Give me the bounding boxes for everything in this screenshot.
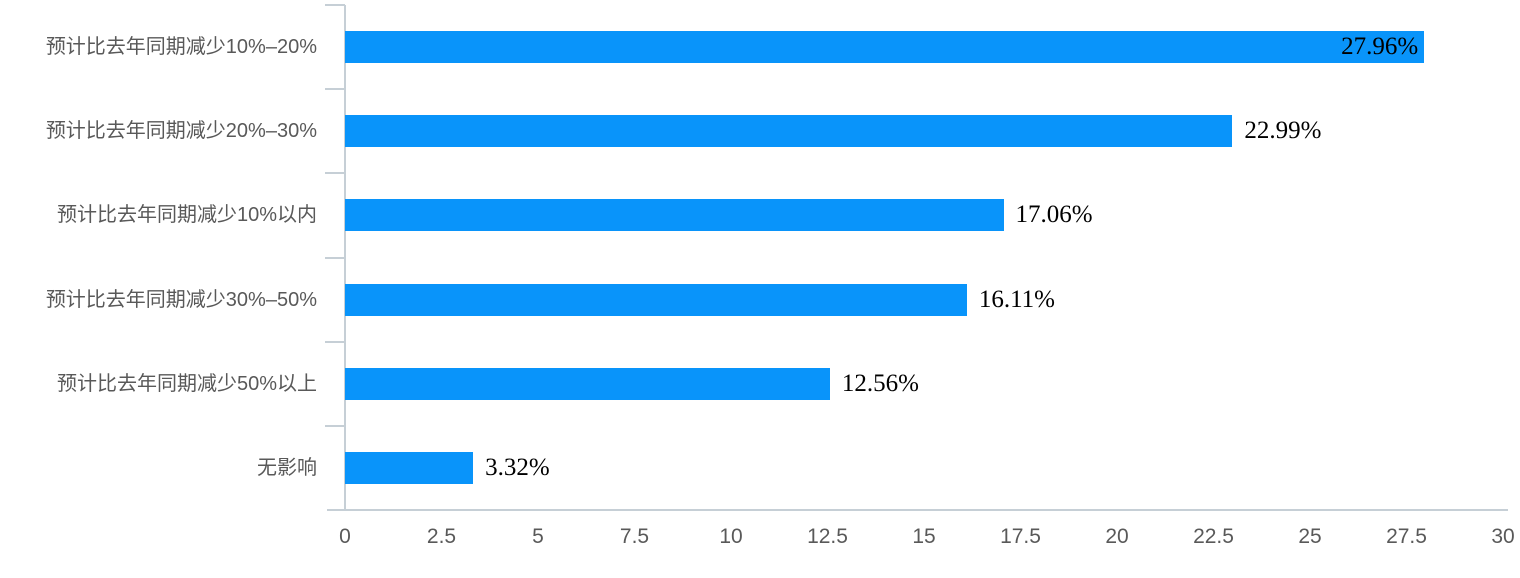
bar-value-label: 16.11%	[978, 285, 1055, 313]
bar	[345, 31, 1425, 64]
y-axis-tick	[325, 172, 345, 175]
bar	[345, 283, 967, 316]
y-axis-tick	[325, 4, 345, 6]
x-tick-label: 17.5	[1000, 525, 1041, 548]
x-tick-label: 5	[532, 525, 544, 548]
bar-value-label: 12.56%	[841, 369, 919, 397]
x-tick-label: 27.5	[1386, 525, 1427, 548]
x-tick-label: 10	[719, 525, 743, 548]
y-axis-tick	[325, 88, 345, 91]
bar-value-label: 17.06%	[1015, 201, 1093, 229]
x-axis-line	[327, 509, 1508, 511]
x-tick-label: 12.5	[807, 525, 848, 548]
bar	[345, 451, 474, 484]
x-tick-label: 0	[339, 525, 351, 548]
category-label: 无影响	[257, 456, 317, 479]
bar	[345, 115, 1233, 148]
x-tick-label: 22.5	[1193, 525, 1234, 548]
bar-value-label: 3.32%	[485, 453, 550, 481]
category-label: 预计比去年同期减少20%–30%	[45, 120, 317, 143]
category-label: 预计比去年同期减少50%以上	[56, 372, 317, 395]
category-label: 预计比去年同期减少10%–20%	[45, 36, 317, 59]
y-axis-tick	[325, 424, 345, 427]
bar-value-label: 22.99%	[1244, 117, 1322, 145]
x-tick-label: 15	[912, 525, 936, 548]
x-tick-label: 7.5	[619, 525, 650, 548]
x-tick-label: 20	[1105, 525, 1129, 548]
bar-value-label: 27.96%	[1341, 33, 1419, 61]
x-tick-label: 30	[1491, 525, 1515, 548]
y-axis-tick	[325, 256, 345, 259]
y-axis-line	[344, 5, 346, 510]
category-label: 预计比去年同期减少30%–50%	[45, 288, 317, 311]
category-label: 预计比去年同期减少10%以内	[56, 204, 317, 227]
y-axis-tick	[325, 340, 345, 343]
bar	[345, 367, 830, 400]
x-tick-label: 2.5	[426, 525, 457, 548]
bar	[345, 199, 1004, 232]
x-tick-label: 25	[1298, 525, 1322, 548]
